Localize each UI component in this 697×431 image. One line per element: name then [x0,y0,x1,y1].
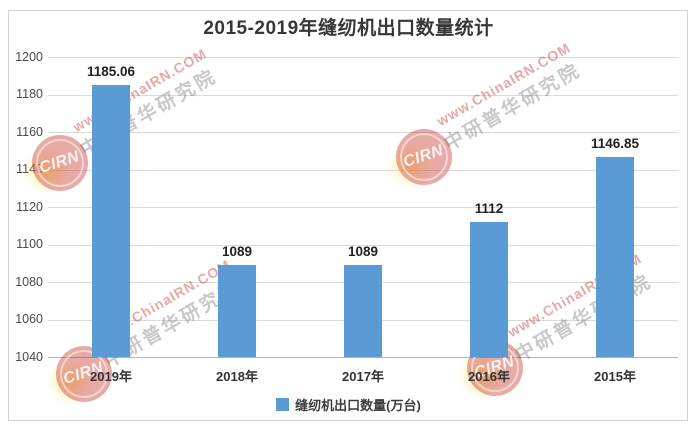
legend-swatch [276,398,290,411]
gridline [48,132,678,133]
legend: 缝纫机出口数量(万台) [0,395,697,414]
bar-2016年 [470,222,508,357]
x-tick-label: 2016年 [468,369,510,384]
bar-2015年 [596,156,634,357]
bar-2018年 [218,265,256,357]
y-tick-label: 1120 [16,199,43,214]
bar-value-label: 1185.06 [86,64,136,79]
bar-2017年 [344,265,382,357]
gridline [48,207,678,208]
gridline [48,94,678,96]
bar-value-label: 1146.85 [590,135,640,151]
y-tick-label: 1140 [16,162,43,176]
gridline [48,244,678,246]
x-tick-label: 2019年 [90,369,132,384]
bar-value-label: 1089 [347,244,379,260]
bar-value-label: 1089 [221,244,253,260]
y-tick-label: 1040 [15,349,43,364]
chart-title: 2015-2019年缝纫机出口数量统计 [203,18,494,39]
gridline [48,169,678,171]
y-tick-label: 1060 [15,312,43,326]
x-tick-label: 2017年 [342,369,384,384]
x-tick-label: 2015年 [594,369,636,384]
legend-label: 缝纫机出口数量(万台) [295,398,421,413]
gridline [48,57,678,58]
bar-2019年 [92,85,130,357]
y-tick-label: 1100 [16,237,43,251]
y-tick-label: 1180 [16,87,43,101]
bar-value-label: 1112 [474,201,504,216]
y-tick-label: 1200 [15,49,43,64]
y-tick-label: 1080 [15,274,43,289]
gridline [48,357,678,358]
x-tick-label: 2018年 [216,369,258,384]
y-tick-label: 1160 [16,124,43,139]
